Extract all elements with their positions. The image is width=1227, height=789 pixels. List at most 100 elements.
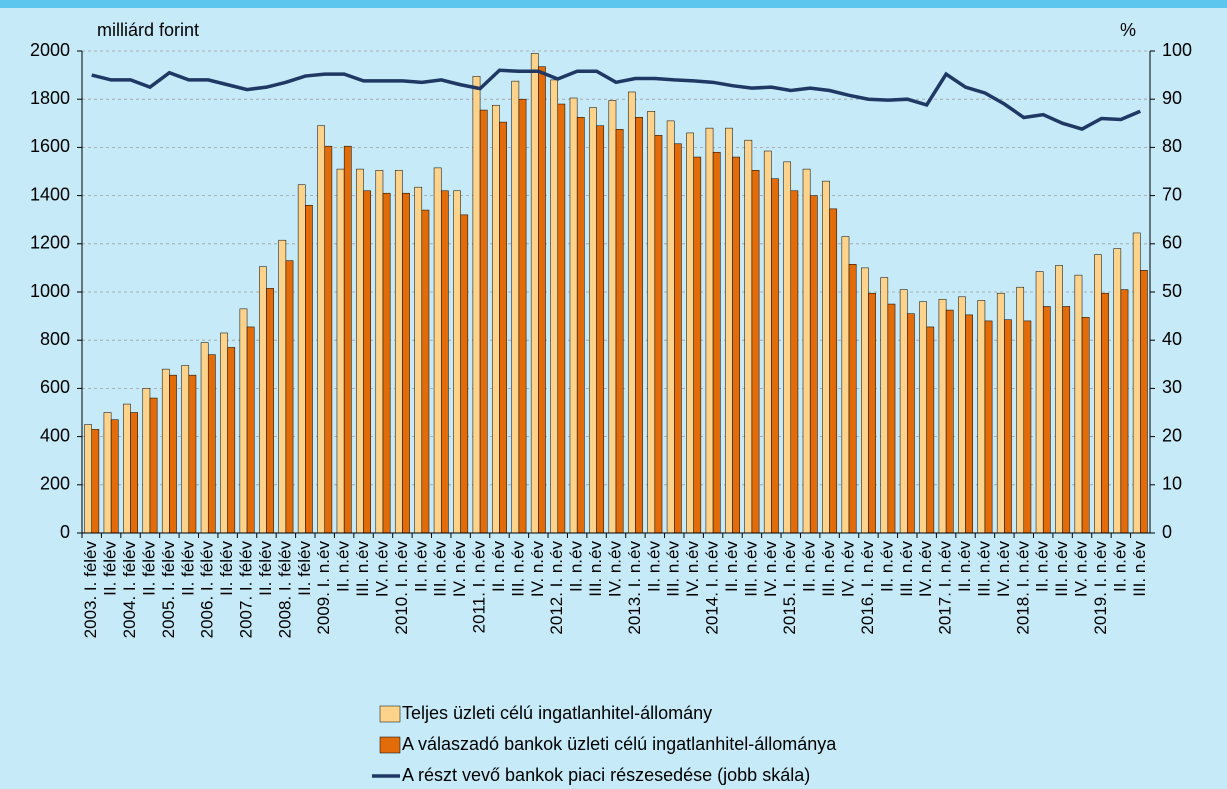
x-tick-label: II. félév xyxy=(101,541,120,596)
bar xyxy=(868,292,876,534)
x-tick-label: III. n.év xyxy=(741,541,760,597)
bar xyxy=(829,208,838,534)
y-tick-label: 1800 xyxy=(30,88,70,108)
x-tick-label: II. n.év xyxy=(1110,541,1129,593)
x-tick-label: II. félév xyxy=(178,541,197,596)
bar xyxy=(926,326,935,534)
bar xyxy=(181,365,190,534)
x-tick-label: III. n.év xyxy=(508,541,527,597)
bar xyxy=(763,150,772,534)
x-tick-label: II. félév xyxy=(217,541,236,596)
legend-swatch xyxy=(379,736,401,754)
bar xyxy=(285,260,294,534)
y2-tick-label: 20 xyxy=(1162,425,1182,445)
x-tick-label: 2016. I. n.év xyxy=(858,541,877,635)
y2-tick-label: 100 xyxy=(1162,40,1192,60)
x-tick-label: 2011. I. n.év xyxy=(470,541,489,634)
x-tick-label: 2006. I. félév xyxy=(198,541,217,639)
top-strip xyxy=(0,0,1227,8)
bar xyxy=(615,129,624,534)
x-tick-label: III. n.év xyxy=(431,541,450,597)
bar xyxy=(744,139,753,534)
bar xyxy=(899,289,908,534)
bar xyxy=(809,195,818,534)
x-tick-label: 2014. I. n.év xyxy=(703,541,722,635)
bar xyxy=(305,204,313,534)
x-tick-label: IV. n.év xyxy=(761,541,780,598)
x-tick-label: III. n.év xyxy=(819,541,838,597)
bar xyxy=(259,266,267,534)
y-tick-label: 2000 xyxy=(30,40,70,60)
bar xyxy=(654,135,663,534)
y2-tick-label: 40 xyxy=(1162,329,1182,349)
y2-tick-label: 10 xyxy=(1162,474,1182,494)
x-tick-label: 2008. I. félév xyxy=(275,541,294,639)
bar xyxy=(239,308,248,534)
x-tick-label: II. n.év xyxy=(334,541,353,593)
x-tick-label: 2018. I. n.év xyxy=(1013,541,1032,635)
bar xyxy=(440,190,449,534)
bar xyxy=(732,156,740,534)
bar xyxy=(538,66,546,534)
y2-tick-label: 60 xyxy=(1162,233,1182,253)
x-tick-label: IV. n.év xyxy=(994,541,1013,598)
bar xyxy=(499,121,507,534)
bar xyxy=(938,298,947,534)
bar xyxy=(1140,270,1148,534)
bar xyxy=(1016,286,1025,534)
bar xyxy=(712,151,721,534)
bar xyxy=(907,313,915,534)
x-tick-label: III. n.év xyxy=(1052,541,1071,597)
bar xyxy=(1113,248,1122,534)
bar xyxy=(802,168,811,534)
bar xyxy=(1120,289,1129,534)
bar xyxy=(161,368,170,534)
legend-label: A részt vevő bankok piaci részesedése (j… xyxy=(402,765,810,785)
bar xyxy=(207,354,216,534)
y2-tick-label: 50 xyxy=(1162,281,1182,301)
bar xyxy=(596,125,605,534)
bar xyxy=(841,236,850,534)
x-tick-label: III. n.év xyxy=(897,541,916,597)
x-tick-label: III. n.év xyxy=(1130,541,1149,597)
bar xyxy=(848,264,857,534)
x-tick-label: III. n.év xyxy=(664,541,683,597)
bar xyxy=(557,103,566,534)
bar xyxy=(1042,306,1051,534)
bar xyxy=(453,190,461,534)
y-tick-label: 0 xyxy=(60,522,70,542)
bar xyxy=(382,192,391,534)
line xyxy=(91,68,1141,131)
legend-swatch xyxy=(379,705,401,723)
legend-label: Teljes üzleti célú ingatlanhitel-állomán… xyxy=(402,703,712,723)
bar xyxy=(674,143,682,534)
bar xyxy=(705,127,714,534)
bar xyxy=(375,170,384,534)
y-tick-label: 1200 xyxy=(30,233,70,253)
bar xyxy=(511,80,520,534)
bar xyxy=(363,190,371,534)
bar xyxy=(1094,254,1102,534)
bar xyxy=(569,97,578,534)
x-tick-label: 2019. I. n.év xyxy=(1091,541,1110,635)
x-tick-label: IV. n.év xyxy=(372,541,391,598)
bar xyxy=(627,91,636,534)
bar xyxy=(227,347,236,534)
bar xyxy=(958,296,966,534)
y2-axis-label: % xyxy=(1120,20,1136,40)
bar xyxy=(725,127,733,534)
x-tick-label: 2004. I. félév xyxy=(120,541,139,639)
bar xyxy=(297,184,306,534)
y2-tick-label: 30 xyxy=(1162,377,1182,397)
x-tick-label: II. n.év xyxy=(800,541,819,593)
x-tick-label: III. n.év xyxy=(586,541,605,597)
bar xyxy=(589,107,597,534)
y-tick-label: 200 xyxy=(40,474,70,494)
bar xyxy=(996,292,1005,534)
x-tick-label: II. n.év xyxy=(567,541,586,593)
bar xyxy=(91,429,100,534)
bar xyxy=(751,170,760,534)
bar xyxy=(608,100,617,534)
bar xyxy=(266,288,274,534)
x-tick-label: IV. n.év xyxy=(683,541,702,598)
